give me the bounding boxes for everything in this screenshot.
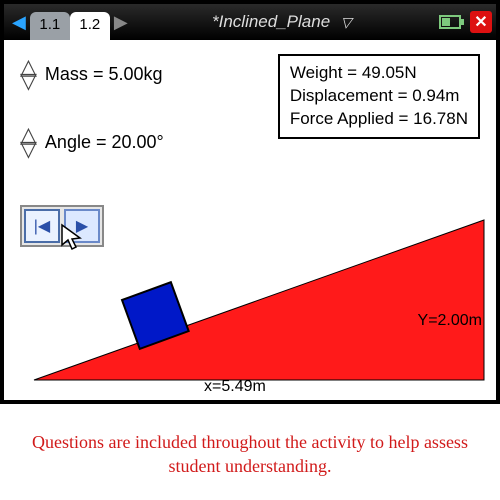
document-title: *Inclined_Plane ▽ [132,12,438,32]
angle-down-arrow[interactable]: ▽ [20,142,37,156]
force-readout: Force Applied = 16.78N [290,108,468,131]
inclined-plane-diagram [4,190,496,400]
workspace: △ ▽ Mass = 5.00kg △ ▽ Angle = 20.00° Wei… [4,40,496,400]
results-box: Weight = 49.05N Displacement = 0.94m For… [278,54,480,139]
angle-label: Angle = 20.00° [45,132,164,153]
title-dropdown-icon[interactable]: ▽ [335,14,358,30]
close-button[interactable]: ✕ [470,11,492,33]
mass-spinner: △ ▽ Mass = 5.00kg [20,60,163,88]
battery-icon [438,13,466,31]
angle-spinner: △ ▽ Angle = 20.00° [20,128,164,156]
y-dimension-label: Y=2.00m [418,312,482,330]
close-icon: ✕ [474,12,487,32]
caption-text: Questions are included throughout the ac… [0,404,500,479]
prev-page-arrow[interactable]: ◀ [8,12,30,33]
mass-down-arrow[interactable]: ▽ [20,74,37,88]
tab-1-1[interactable]: 1.1 [30,12,70,40]
mass-label: Mass = 5.00kg [45,64,163,85]
x-dimension-label: x=5.49m [204,378,266,396]
title-bar: ◀ 1.1 1.2 ▶ *Inclined_Plane ▽ ✕ [4,4,496,40]
ramp-triangle [34,220,484,380]
weight-readout: Weight = 49.05N [290,62,468,85]
displacement-readout: Displacement = 0.94m [290,85,468,108]
calculator-window: ◀ 1.1 1.2 ▶ *Inclined_Plane ▽ ✕ △ ▽ Mass [0,0,500,404]
next-page-arrow[interactable]: ▶ [110,12,132,33]
tab-1-2[interactable]: 1.2 [70,12,110,40]
